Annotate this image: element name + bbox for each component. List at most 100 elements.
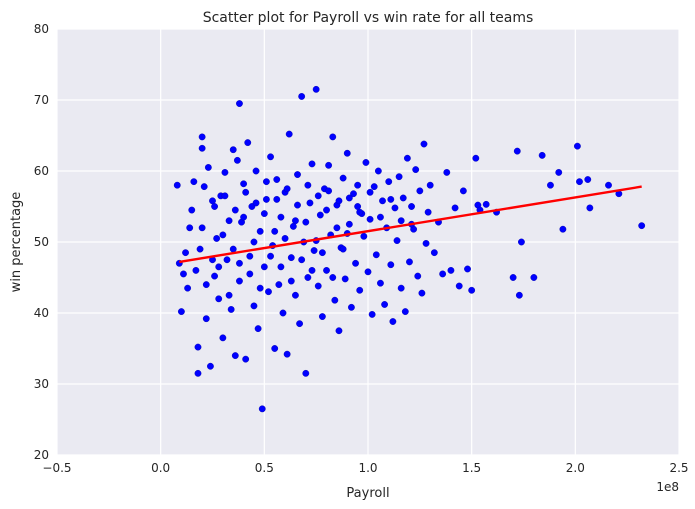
y-tick-label: 60	[34, 164, 49, 178]
data-point	[335, 327, 343, 335]
data-point	[242, 355, 250, 363]
data-point	[285, 130, 293, 138]
data-point	[221, 192, 229, 200]
data-point	[401, 308, 409, 315]
data-point	[333, 224, 341, 232]
data-point	[298, 93, 306, 100]
data-point	[250, 238, 258, 246]
data-point	[397, 284, 405, 292]
data-point	[242, 188, 250, 196]
data-point	[258, 405, 266, 413]
data-point	[356, 286, 364, 294]
data-point	[345, 220, 353, 228]
data-point	[304, 274, 312, 281]
data-point	[231, 206, 239, 214]
data-point	[227, 306, 235, 313]
data-point	[310, 247, 318, 254]
data-point	[219, 231, 227, 239]
data-point	[273, 195, 281, 203]
data-point	[418, 289, 426, 297]
x-tick-label: 1.5	[462, 461, 481, 475]
data-point	[318, 249, 326, 257]
data-point	[547, 181, 554, 189]
data-point	[244, 139, 252, 147]
data-point	[387, 195, 395, 203]
data-point	[246, 270, 254, 278]
data-point	[352, 259, 359, 267]
data-point	[325, 161, 333, 169]
data-point	[260, 210, 268, 218]
data-point	[252, 167, 260, 175]
data-point	[605, 181, 612, 189]
data-point	[273, 176, 281, 183]
data-point	[198, 224, 206, 232]
data-point	[256, 284, 264, 292]
data-point	[186, 224, 194, 232]
data-point	[387, 261, 395, 269]
data-point	[279, 309, 287, 317]
data-point	[308, 266, 316, 274]
data-point	[252, 199, 260, 207]
data-point	[302, 218, 310, 226]
data-point	[443, 169, 451, 176]
data-point	[464, 265, 471, 273]
data-point	[263, 178, 270, 186]
data-point	[215, 295, 223, 303]
data-point	[209, 197, 216, 205]
data-point	[198, 133, 206, 141]
data-point	[399, 194, 407, 202]
data-point	[233, 156, 241, 164]
data-point	[374, 167, 382, 175]
data-point	[509, 274, 517, 281]
data-point	[277, 263, 285, 271]
data-point	[381, 301, 388, 308]
data-point	[439, 270, 447, 278]
x-axis-multiplier: 1e8	[656, 480, 679, 494]
data-point	[459, 187, 467, 195]
data-point	[468, 286, 476, 294]
data-point	[314, 192, 322, 200]
data-point	[188, 206, 196, 214]
data-point	[275, 281, 283, 288]
data-point	[329, 133, 337, 141]
data-point	[173, 181, 181, 189]
data-point	[323, 266, 330, 274]
data-point	[343, 149, 351, 157]
data-point	[368, 311, 376, 318]
y-tick-label: 40	[34, 306, 49, 320]
data-point	[420, 140, 428, 148]
data-point	[229, 245, 237, 253]
data-point	[472, 154, 480, 162]
data-point	[283, 185, 291, 193]
data-point	[362, 159, 370, 166]
data-point	[335, 197, 343, 205]
data-point	[236, 259, 243, 267]
data-point	[302, 369, 310, 377]
x-tick-label: −0.5	[42, 461, 71, 475]
data-point	[451, 204, 459, 212]
data-point	[225, 291, 233, 299]
data-point	[256, 227, 264, 235]
y-tick-label: 70	[34, 93, 49, 107]
data-point	[236, 277, 243, 285]
data-point	[408, 203, 415, 210]
data-point	[530, 274, 538, 281]
data-point	[229, 146, 237, 154]
data-point	[200, 183, 208, 191]
data-point	[281, 235, 289, 242]
data-point	[219, 334, 227, 342]
data-point	[348, 303, 355, 311]
data-point	[331, 296, 339, 304]
data-point	[379, 197, 386, 205]
data-point	[414, 272, 422, 280]
data-point	[260, 263, 268, 271]
data-point	[397, 217, 405, 225]
data-point	[339, 245, 347, 253]
data-point	[447, 266, 455, 274]
data-point	[406, 258, 413, 266]
y-axis-ticks: 20 30 40 50 60 70 80	[34, 22, 49, 462]
data-point	[211, 203, 218, 210]
data-point	[370, 183, 378, 191]
data-point	[202, 281, 210, 288]
